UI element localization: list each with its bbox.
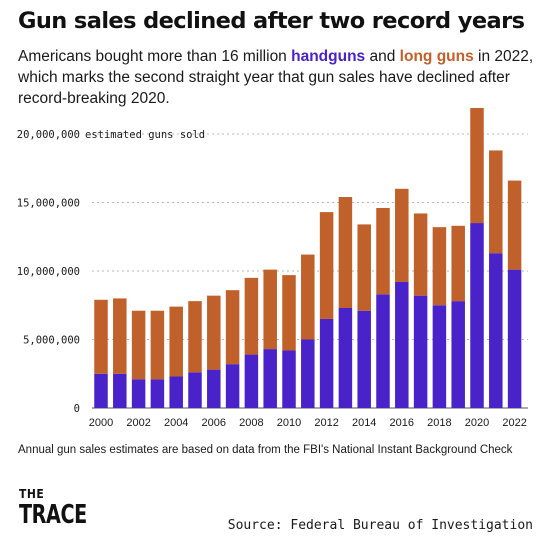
- x-axis-tick-labels: 2000 2002 2004 2006 2008 2010 2012 2014 2016 2018…: [89, 417, 527, 429]
- x-tick-label-2000: 2000: [89, 417, 113, 429]
- bar-long-guns-2009: [263, 269, 277, 350]
- bar-long-guns-2008: [244, 277, 259, 355]
- x-tick-label-2020: 2020: [465, 417, 489, 429]
- bar-long-guns-2018: [432, 227, 447, 306]
- bar-handguns-2022: [507, 269, 522, 408]
- y-tick-label: 20,000,000: [17, 129, 80, 141]
- subtitle-text-2: in 2022, which marks the second straight…: [18, 48, 534, 107]
- bar-long-guns-2014: [357, 224, 371, 311]
- bar-long-guns-2007: [225, 290, 240, 365]
- bar-handguns-2000: [94, 373, 108, 408]
- bar-long-guns-2020: [470, 107, 484, 224]
- logo-trace: TRACE: [19, 500, 87, 530]
- x-tick-label-2008: 2008: [239, 417, 263, 429]
- bar-handguns-2013: [338, 307, 353, 408]
- source-credit: Source: Federal Bureau of Investigation: [227, 518, 533, 533]
- x-tick-label-2016: 2016: [390, 417, 414, 429]
- bar-handguns-2003: [150, 379, 165, 408]
- bar-long-guns-2011: [301, 254, 315, 340]
- x-tick-label-2014: 2014: [352, 417, 376, 429]
- subtitle-text-1: Americans bought more than 16 million: [18, 48, 292, 65]
- bar-long-guns-2013: [338, 197, 353, 308]
- bar-handguns-2006: [207, 369, 221, 408]
- x-tick-label-2022: 2022: [502, 417, 526, 429]
- bar-long-guns-2022: [507, 180, 522, 270]
- bar-handguns-2016: [395, 281, 409, 408]
- bar-long-guns-2012: [319, 212, 334, 319]
- bar-handguns-2015: [376, 294, 390, 408]
- bar-long-guns-2000: [94, 299, 108, 374]
- x-tick-label-2012: 2012: [314, 417, 338, 429]
- bar-long-guns-2019: [451, 225, 465, 302]
- y-tick-label: 10,000,000: [17, 266, 80, 278]
- bar-long-guns-2010: [282, 275, 296, 351]
- footnote: Annual gun sales estimates are based on …: [18, 444, 513, 456]
- bar-handguns-2019: [451, 301, 465, 408]
- bar-handguns-2002: [131, 379, 146, 408]
- bar-handguns-2020: [470, 223, 484, 408]
- bar-handguns-2005: [188, 372, 202, 408]
- subtitle-text-and: and: [365, 48, 400, 65]
- bar-handguns-2017: [413, 295, 428, 408]
- bar-handguns-2012: [319, 318, 334, 408]
- bar-handguns-2011: [301, 339, 315, 408]
- logo-the: THE: [19, 487, 45, 501]
- chart-title: Gun sales declined after two record year…: [18, 8, 525, 34]
- bar-long-guns-2004: [169, 306, 183, 377]
- y-tick-label: 5,000,000: [23, 335, 80, 347]
- chart-subtitle: Americans bought more than 16 million ha…: [18, 46, 538, 109]
- bar-handguns-2009: [263, 349, 277, 408]
- bar-long-guns-2006: [207, 295, 221, 370]
- y-tick-label: 0: [74, 403, 80, 415]
- bar-handguns-2010: [282, 350, 296, 408]
- bar-handguns-2001: [113, 373, 127, 408]
- y-axis-tick-labels: 0 5,000,000 10,000,000 15,000,000 20,000,000…: [17, 129, 205, 415]
- x-tick-label-2018: 2018: [427, 417, 451, 429]
- bar-handguns-2007: [225, 364, 240, 408]
- bar-handguns-2008: [244, 354, 259, 408]
- bar-long-guns-2017: [413, 213, 428, 296]
- x-tick-label-2006: 2006: [202, 417, 226, 429]
- the-trace-logo: THE TRACE: [19, 488, 102, 528]
- subtitle-longguns-highlight: long guns: [399, 48, 474, 65]
- x-tick-label-2002: 2002: [126, 417, 150, 429]
- bar-handguns-2018: [432, 305, 447, 408]
- bar-long-guns-2001: [113, 298, 127, 374]
- bar-long-guns-2015: [376, 207, 390, 295]
- bar-long-guns-2002: [131, 310, 146, 380]
- bar-handguns-2021: [489, 253, 503, 408]
- bar-long-guns-2021: [489, 150, 503, 254]
- bar-long-guns-2005: [188, 301, 202, 373]
- bar-long-guns-2016: [395, 188, 409, 282]
- subtitle-handguns-highlight: handguns: [291, 48, 366, 65]
- bar-long-guns-2003: [150, 310, 165, 380]
- x-tick-label-2010: 2010: [277, 417, 301, 429]
- bar-handguns-2004: [169, 376, 183, 408]
- y-axis-annotation: estimated guns sold: [85, 129, 205, 141]
- bar-handguns-2014: [357, 310, 371, 408]
- x-tick-label-2004: 2004: [164, 417, 188, 429]
- bars: [94, 107, 522, 408]
- y-tick-label: 15,000,000: [17, 198, 80, 210]
